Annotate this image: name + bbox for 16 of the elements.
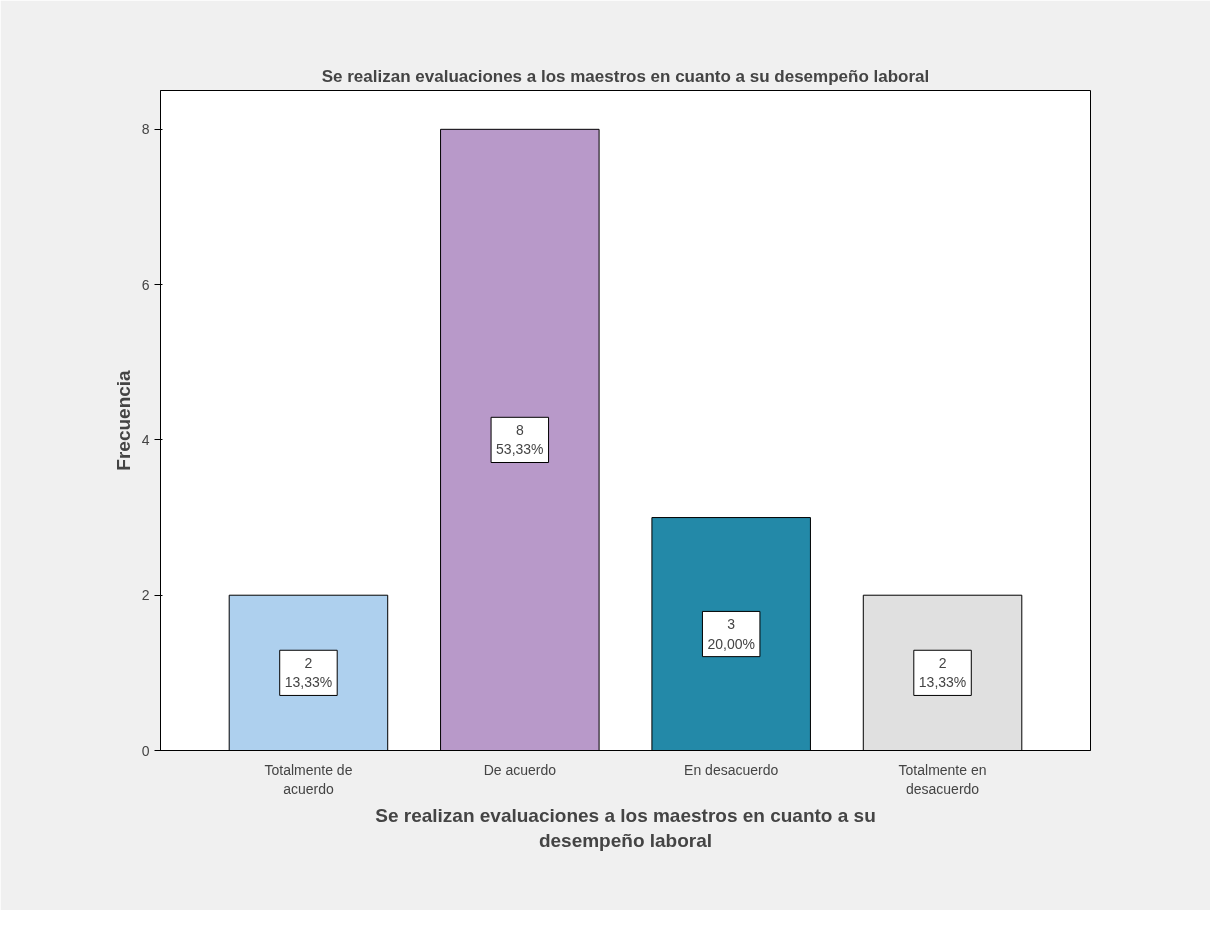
data-label: 2 13,33% — [284, 655, 333, 691]
x-tick-label: En desacuerdo — [684, 761, 779, 778]
y-tick-label: 0 — [141, 742, 150, 759]
x-tick-label: Totalmente en desacuerdo — [898, 761, 987, 797]
y-tick-label: 2 — [141, 587, 150, 604]
y-tick-label: 8 — [141, 121, 150, 138]
x-axis-title: Se realizan evaluaciones a los maestros en cuanto a su desempeño laboral — [375, 804, 876, 851]
data-label: 8 53,33% — [496, 422, 544, 458]
x-tick-label: De acuerdo — [483, 761, 557, 778]
y-axis-title: Frecuencia — [112, 369, 134, 471]
chart-title: Se realizan evaluaciones a los maestros en cuanto a su desempeño laboral — [321, 66, 930, 86]
data-label: 3 20,00% — [707, 616, 755, 652]
x-tick-label: Totalmente de acuerdo — [264, 761, 353, 797]
y-tick-label: 6 — [141, 276, 150, 293]
y-tick-label: 4 — [141, 431, 150, 448]
data-label: 2 13,33% — [918, 655, 967, 691]
